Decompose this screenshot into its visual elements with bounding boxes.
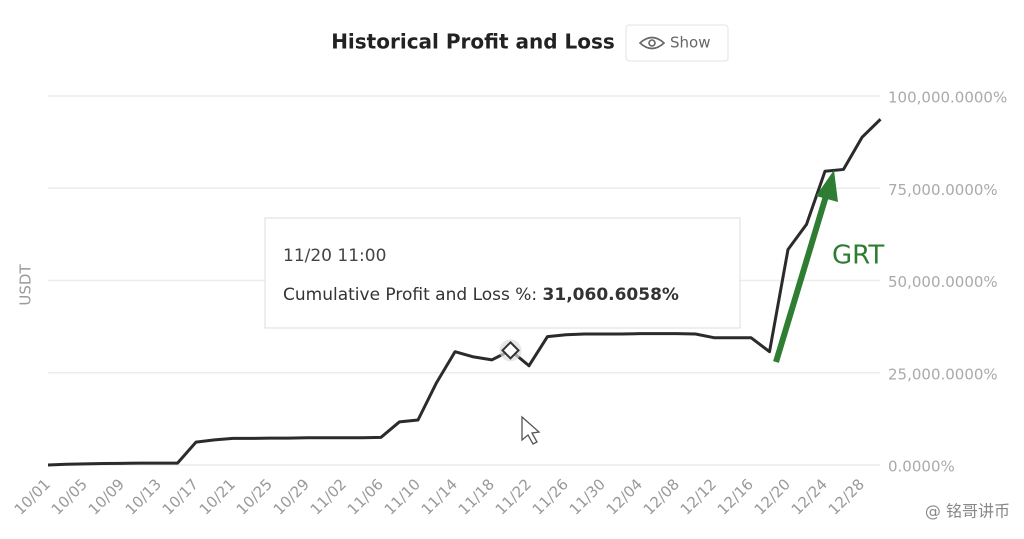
show-button[interactable]: Show xyxy=(625,24,729,62)
watermark: @ 铭哥讲币 xyxy=(925,502,1010,521)
tooltip-date: 11/20 11:00 xyxy=(283,246,386,266)
x-tick-label: 11/14 xyxy=(418,475,461,518)
x-tick-label: 11/06 xyxy=(344,475,387,518)
x-tick-label: 12/16 xyxy=(714,475,757,518)
tooltip-text: Cumulative Profit and Loss %: 31,060.605… xyxy=(283,285,679,305)
x-tick-label: 12/12 xyxy=(677,475,720,518)
tooltip: 11/20 11:00 Cumulative Profit and Loss %… xyxy=(264,217,741,329)
x-tick-label: 10/25 xyxy=(233,475,276,518)
x-tick-label: 10/13 xyxy=(122,475,165,518)
y-axis-label: USDT xyxy=(17,264,35,306)
y-tick-label: 0.0000% xyxy=(888,458,955,476)
x-tick-label: 10/21 xyxy=(196,475,239,518)
annotation-text: GRT xyxy=(832,241,884,271)
tooltip-value: 31,060.6058% xyxy=(543,285,679,305)
eye-pupil xyxy=(648,39,656,47)
annotation: GRT xyxy=(773,170,884,363)
plot xyxy=(47,118,882,467)
x-tick-label: 11/18 xyxy=(455,475,498,518)
x-tick-label: 10/17 xyxy=(159,475,202,518)
line xyxy=(47,118,882,467)
cursor xyxy=(521,415,541,445)
y-tick-label: 75,000.0000% xyxy=(888,181,998,199)
point-marker xyxy=(501,340,520,360)
x-tick-label: 10/05 xyxy=(48,475,91,518)
eye-icon xyxy=(638,36,666,50)
y-tick-label: 100,000.0000% xyxy=(888,89,1007,107)
tooltip-box xyxy=(264,217,741,329)
x-tick-label: 11/02 xyxy=(307,475,350,518)
chart-title: Historical Profit and Loss xyxy=(331,30,615,54)
annotation-arrow xyxy=(773,195,829,363)
x-tick-label: 12/20 xyxy=(751,475,794,518)
x-tick-label: 11/10 xyxy=(381,475,424,518)
x-tick-label: 12/04 xyxy=(603,475,646,518)
x-tick-label: 12/24 xyxy=(788,475,831,518)
x-tick-label: 12/08 xyxy=(640,475,683,518)
y-tick-label: 25,000.0000% xyxy=(888,365,998,383)
x-tick-label: 10/01 xyxy=(11,475,54,518)
y-tick-label: 50,000.0000% xyxy=(888,273,998,291)
x-tick-label: 11/22 xyxy=(492,475,535,518)
x-tick-label: 11/26 xyxy=(529,475,572,518)
x-tick-label: 11/30 xyxy=(566,475,609,518)
button-box[interactable] xyxy=(625,24,729,62)
annotation-arrowhead xyxy=(816,170,838,202)
x-tick-label: 10/29 xyxy=(270,475,313,518)
button-label[interactable]: Show xyxy=(670,34,710,52)
x-tick-label: 12/28 xyxy=(825,475,868,518)
tooltip-label: Cumulative Profit and Loss %: xyxy=(283,285,537,305)
x-tick-label: 10/09 xyxy=(85,475,128,518)
